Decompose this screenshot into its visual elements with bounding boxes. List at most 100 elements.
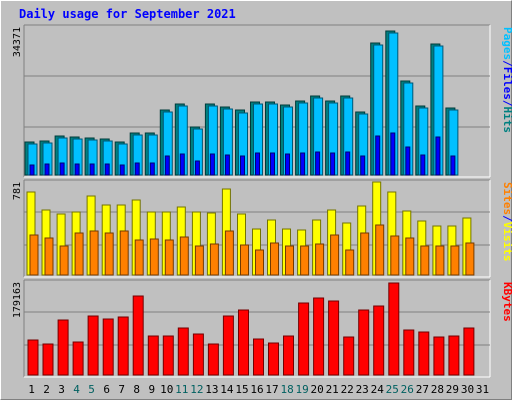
middle-bar-sites-17 [270, 242, 279, 276]
middle-bar-sites-18 [285, 245, 294, 276]
x-tick-label-22: 22 [341, 383, 354, 396]
chart-title: Daily usage for September 2021 [19, 7, 236, 21]
top-bar-pages-16 [255, 152, 260, 176]
top-bar-pages-28 [435, 136, 441, 176]
middle-bar-sites-28 [435, 245, 445, 276]
middle-bar-sites-26 [405, 237, 415, 276]
top-bar-pages-27 [420, 154, 426, 176]
top-bar-pages-18 [285, 153, 290, 176]
x-tick-label-5: 5 [88, 383, 95, 396]
x-tick-label-7: 7 [118, 383, 125, 396]
middle-bar-sites-27 [420, 245, 430, 276]
bottom-series-label-part-1: KBytes [501, 282, 512, 322]
x-tick-label-19: 19 [295, 383, 308, 396]
top-bar-pages-5 [89, 163, 95, 176]
middle-bar-sites-2 [44, 237, 54, 276]
bottom-bar-kbytes-10 [162, 335, 174, 376]
x-tick-label-3: 3 [58, 383, 65, 396]
middle-bar-sites-4 [74, 232, 84, 276]
x-tick-label-11: 11 [175, 383, 188, 396]
bottom-bar-kbytes-12 [192, 333, 204, 376]
bottom-bar-kbytes-27 [418, 331, 430, 376]
middle-series-label: Sites/Visits [501, 182, 512, 262]
bottom-series-label: KBytes [501, 282, 512, 322]
bottom-bar-kbytes-13 [207, 343, 219, 376]
top-bar-pages-17 [270, 152, 275, 176]
middle-bar-sites-21 [330, 234, 340, 276]
middle-bar-sites-11 [179, 236, 189, 276]
middle-bar-sites-3 [59, 245, 69, 276]
middle-bar-sites-20 [315, 243, 325, 276]
middle-series-label-part-2: / [501, 215, 512, 222]
bottom-bar-kbytes-5 [87, 315, 99, 376]
bottom-bar-kbytes-19 [298, 302, 310, 376]
bottom-bar-kbytes-9 [147, 335, 159, 376]
top-series-label-part-3: Files [501, 67, 512, 100]
middle-series-label-part-1: Sites [501, 182, 512, 215]
bottom-bar-kbytes-28 [433, 336, 445, 376]
bottom-bar-kbytes-30 [463, 327, 475, 376]
middle-series-label-part-3: Visits [501, 222, 512, 262]
top-bar-pages-2 [44, 163, 50, 176]
x-tick-label-15: 15 [235, 383, 248, 396]
bottom-bar-kbytes-8 [132, 295, 144, 376]
x-tick-label-9: 9 [148, 383, 155, 396]
x-tick-label-20: 20 [310, 383, 323, 396]
bottom-bar-kbytes-25 [388, 282, 400, 376]
middle-bar-sites-22 [345, 249, 355, 276]
middle-bar-sites-13 [209, 243, 219, 276]
x-tick-label-6: 6 [103, 383, 110, 396]
middle-bar-sites-5 [89, 230, 99, 276]
middle-ymax-label: 781 [12, 182, 23, 200]
bottom-bar-kbytes-15 [238, 309, 249, 376]
top-bar-pages-24 [375, 135, 381, 176]
bottom-bar-kbytes-23 [358, 309, 370, 376]
middle-bar-sites-16 [255, 249, 264, 276]
x-tick-label-4: 4 [73, 383, 80, 396]
top-bar-pages-29 [450, 155, 456, 176]
top-bar-pages-21 [330, 152, 336, 176]
top-bar-pages-3 [59, 162, 65, 176]
x-tick-label-12: 12 [190, 383, 203, 396]
x-tick-label-23: 23 [356, 383, 369, 396]
x-tick-label-28: 28 [431, 383, 444, 396]
middle-bar-sites-8 [134, 239, 144, 276]
x-tick-label-26: 26 [401, 383, 414, 396]
x-tick-label-25: 25 [386, 383, 399, 396]
top-series-label-part-2: / [501, 60, 512, 67]
bottom-bar-kbytes-3 [57, 319, 69, 376]
bottom-bar-kbytes-22 [343, 336, 355, 376]
middle-bar-sites-24 [375, 224, 385, 276]
top-bar-pages-23 [360, 155, 366, 176]
top-bar-pages-1 [29, 164, 35, 176]
top-bar-pages-7 [119, 164, 125, 176]
middle-bar-sites-7 [119, 230, 129, 276]
top-series-label: Pages/Files/Hits [501, 27, 512, 133]
bottom-bar-kbytes-17 [268, 342, 279, 376]
x-tick-label-18: 18 [280, 383, 293, 396]
top-bar-pages-19 [300, 152, 306, 176]
bottom-ymax-label: 179163 [12, 282, 23, 318]
middle-bar-sites-12 [194, 245, 204, 276]
middle-bar-sites-15 [240, 244, 249, 276]
bottom-bar-kbytes-11 [177, 327, 189, 376]
x-tick-label-8: 8 [133, 383, 140, 396]
top-bar-pages-22 [345, 151, 351, 176]
x-tick-label-29: 29 [446, 383, 459, 396]
bottom-bar-kbytes-16 [253, 338, 264, 376]
middle-bar-sites-10 [164, 239, 174, 276]
bottom-bar-kbytes-26 [403, 329, 415, 376]
x-tick-label-30: 30 [461, 383, 474, 396]
middle-bar-sites-29 [450, 245, 460, 276]
middle-bar-sites-9 [149, 238, 159, 276]
middle-bar-sites-14 [224, 230, 234, 276]
top-bar-pages-4 [74, 163, 80, 176]
top-bar-pages-14 [224, 154, 230, 176]
bottom-bar-kbytes-1 [27, 339, 39, 376]
middle-bar-sites-19 [300, 245, 310, 276]
middle-bar-sites-23 [360, 232, 370, 276]
x-tick-label-27: 27 [416, 383, 429, 396]
x-tick-label-10: 10 [160, 383, 173, 396]
top-bar-pages-6 [104, 163, 110, 176]
